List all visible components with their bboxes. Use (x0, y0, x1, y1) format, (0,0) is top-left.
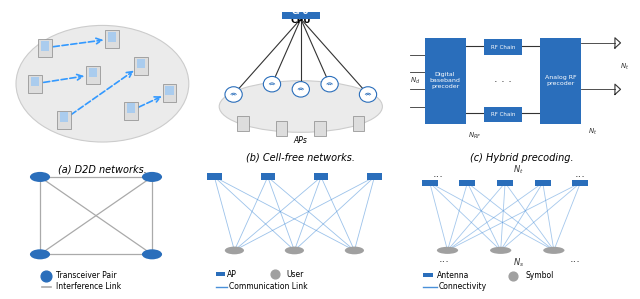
Ellipse shape (345, 247, 364, 254)
Ellipse shape (142, 249, 162, 259)
Text: $N_t$: $N_t$ (620, 62, 629, 72)
Bar (136, 59, 145, 68)
Text: User: User (287, 270, 304, 279)
Ellipse shape (437, 247, 458, 254)
Bar (127, 103, 136, 113)
Text: RF Chain: RF Chain (491, 45, 515, 50)
Text: Connectivity: Connectivity (438, 282, 487, 291)
Bar (237, 116, 249, 131)
Bar (314, 173, 328, 180)
Text: Communication Link: Communication Link (229, 282, 307, 291)
Bar (484, 106, 522, 122)
Text: APs: APs (294, 136, 308, 145)
Text: ...: ... (575, 169, 586, 179)
Text: Transceiver Pair: Transceiver Pair (56, 271, 116, 280)
Point (508, 273, 518, 278)
Circle shape (292, 82, 310, 97)
Text: AP: AP (227, 270, 237, 279)
Bar (29, 75, 42, 93)
Text: $N_t$: $N_t$ (513, 164, 524, 176)
Bar (422, 180, 438, 186)
Bar (422, 274, 433, 277)
Bar (88, 68, 97, 77)
Circle shape (321, 77, 339, 92)
Text: ...: ... (438, 254, 449, 264)
Bar (134, 57, 148, 75)
Bar (353, 116, 364, 131)
Bar (60, 112, 68, 122)
Text: Digital
baseband
precoder: Digital baseband precoder (429, 72, 461, 89)
Text: Interference Link: Interference Link (56, 282, 121, 291)
Ellipse shape (285, 247, 304, 254)
Text: RF Chain: RF Chain (491, 112, 515, 117)
Ellipse shape (30, 172, 50, 182)
Bar (572, 180, 588, 186)
Ellipse shape (490, 247, 511, 254)
Text: (c) Hybrid precoding.: (c) Hybrid precoding. (470, 153, 573, 163)
Bar (163, 84, 177, 102)
Bar (86, 66, 100, 84)
Point (270, 272, 280, 277)
Text: $N_s$: $N_s$ (513, 256, 524, 269)
Ellipse shape (219, 81, 383, 132)
Circle shape (360, 87, 376, 102)
Ellipse shape (225, 247, 244, 254)
Bar (58, 111, 70, 129)
Bar (207, 173, 221, 180)
Bar (497, 180, 513, 186)
Text: Symbol: Symbol (525, 271, 554, 280)
Ellipse shape (543, 247, 564, 254)
Bar (31, 77, 40, 86)
Text: · · ·: · · · (494, 77, 512, 87)
Bar (40, 41, 49, 51)
Circle shape (225, 87, 243, 102)
Text: Analog RF
precoder: Analog RF precoder (545, 75, 577, 86)
Bar (38, 39, 52, 57)
Bar (106, 30, 119, 48)
Bar (460, 180, 476, 186)
Text: (b) Cell-free networks.: (b) Cell-free networks. (246, 153, 355, 163)
Ellipse shape (30, 249, 50, 259)
Point (40, 274, 51, 278)
Bar (535, 180, 551, 186)
Ellipse shape (142, 172, 162, 182)
Text: $N_d$: $N_d$ (410, 76, 420, 86)
Bar (276, 121, 287, 136)
Text: ...: ... (570, 254, 580, 264)
Text: CPU: CPU (292, 7, 310, 16)
Bar (367, 173, 381, 180)
Text: CPU: CPU (291, 16, 311, 25)
Bar (282, 5, 320, 19)
Bar (314, 121, 326, 136)
Bar (260, 173, 275, 180)
Bar (540, 38, 581, 124)
Text: $N_{RF}$: $N_{RF}$ (468, 131, 482, 141)
Circle shape (264, 77, 280, 92)
Bar (108, 32, 116, 42)
Text: Antenna: Antenna (437, 271, 469, 280)
Text: (a) D2D networks.: (a) D2D networks. (58, 164, 147, 174)
Bar (424, 38, 466, 124)
Bar (216, 272, 225, 276)
Bar (125, 102, 138, 120)
Bar (484, 39, 522, 55)
Bar (165, 86, 174, 95)
Text: $N_t$: $N_t$ (588, 127, 597, 138)
Ellipse shape (16, 25, 189, 142)
Text: ...: ... (433, 169, 444, 179)
